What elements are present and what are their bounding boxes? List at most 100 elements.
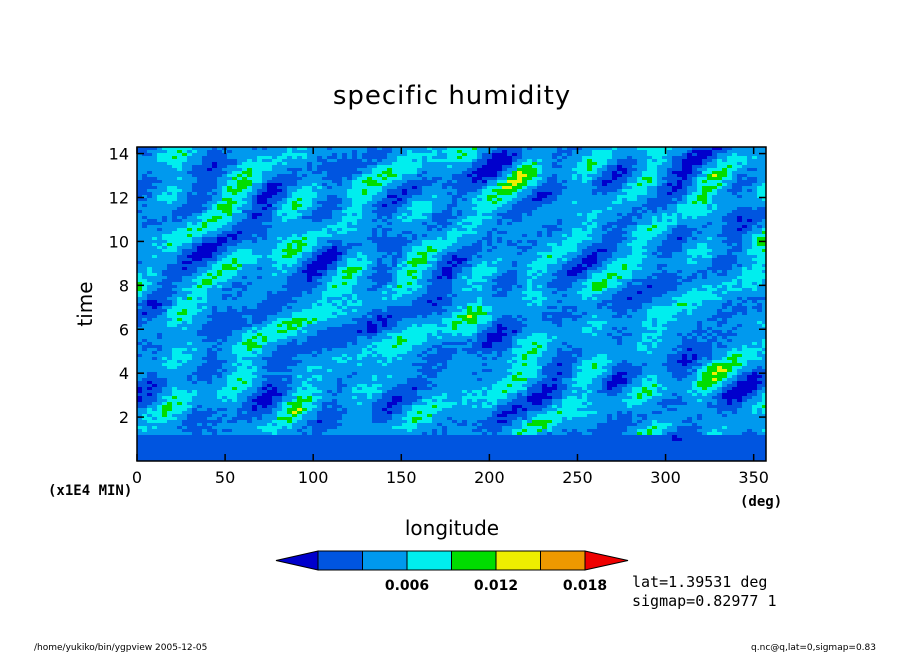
heatmap-cell (422, 213, 428, 217)
heatmap-cell (747, 204, 753, 208)
heatmap-cell (307, 177, 313, 181)
heatmap-cell (492, 168, 498, 172)
heatmap-cell (467, 153, 473, 157)
heatmap-cell (547, 183, 553, 187)
heatmap-cell (647, 201, 653, 205)
heatmap-cell (522, 147, 528, 151)
heatmap-cell (742, 213, 748, 217)
heatmap-cell (682, 168, 688, 172)
heatmap-cell (472, 210, 478, 214)
heatmap-cell (252, 201, 258, 205)
heatmap-cell (582, 195, 588, 199)
heatmap-cell (547, 180, 553, 184)
heatmap-cell (332, 159, 338, 163)
heatmap-cell (307, 165, 313, 169)
heatmap-cell (732, 168, 738, 172)
heatmap-cell (272, 195, 278, 199)
heatmap-cell (262, 162, 268, 166)
heatmap-cell (547, 159, 553, 163)
heatmap-cell (537, 171, 543, 175)
heatmap-cell (427, 198, 433, 202)
heatmap-cell (717, 198, 723, 202)
heatmap-cell (237, 186, 243, 190)
heatmap-cell (742, 156, 748, 160)
heatmap-cell (432, 159, 438, 163)
heatmap-cell (297, 207, 303, 211)
heatmap-cell (442, 213, 448, 217)
heatmap-cell (197, 213, 203, 217)
heatmap-cell (252, 216, 258, 220)
heatmap-cell (472, 198, 478, 202)
heatmap-cell (437, 189, 443, 193)
heatmap-cell (432, 153, 438, 157)
heatmap-cell (587, 177, 593, 181)
heatmap-cell (572, 180, 578, 184)
heatmap-cell (482, 171, 488, 175)
heatmap-cell (297, 147, 303, 151)
heatmap-cell (737, 165, 743, 169)
heatmap-cell (447, 147, 453, 151)
heatmap-cell (552, 162, 558, 166)
heatmap-cell (362, 150, 368, 154)
heatmap-cell (177, 156, 183, 160)
heatmap-cell (152, 174, 158, 178)
heatmap-cell (472, 162, 478, 166)
heatmap-cell (537, 162, 543, 166)
heatmap-cell (327, 207, 333, 211)
heatmap-cell (757, 147, 763, 151)
heatmap-cell (157, 159, 163, 163)
heatmap-cell (672, 153, 678, 157)
heatmap-cell (137, 180, 143, 184)
heatmap-cell (137, 207, 143, 211)
heatmap-cell (592, 180, 598, 184)
heatmap-cell (197, 195, 203, 199)
heatmap-cell (427, 147, 433, 151)
heatmap-cell (282, 210, 288, 214)
heatmap-cell (342, 192, 348, 196)
heatmap-cell (692, 174, 698, 178)
heatmap-cell (552, 186, 558, 190)
heatmap-cell (372, 210, 378, 214)
heatmap-cell (217, 192, 223, 196)
heatmap-cell (362, 213, 368, 217)
heatmap-cell (527, 165, 533, 169)
heatmap-cell (357, 201, 363, 205)
heatmap-cell (257, 162, 263, 166)
heatmap-cell (302, 165, 308, 169)
heatmap-cell (322, 159, 328, 163)
heatmap-cell (347, 171, 353, 175)
heatmap-cell (327, 213, 333, 217)
heatmap-cell (672, 201, 678, 205)
heatmap-cell (667, 147, 673, 151)
heatmap-cell (312, 162, 318, 166)
heatmap-cell (367, 174, 373, 178)
heatmap-cell (707, 195, 713, 199)
heatmap-cell (527, 192, 533, 196)
heatmap-cell (167, 195, 173, 199)
heatmap-cell (702, 180, 708, 184)
heatmap-cell (712, 192, 718, 196)
heatmap-cell (627, 153, 633, 157)
heatmap-cell (642, 147, 648, 151)
heatmap-cell (207, 150, 213, 154)
heatmap-cell (652, 168, 658, 172)
heatmap-cell (687, 150, 693, 154)
heatmap-cell (487, 189, 493, 193)
heatmap-cell (147, 171, 153, 175)
heatmap-cell (332, 198, 338, 202)
heatmap-cell (187, 150, 193, 154)
heatmap-cell (572, 159, 578, 163)
heatmap-cell (357, 198, 363, 202)
heatmap-cell (477, 156, 483, 160)
heatmap-cell (392, 186, 398, 190)
heatmap-cell (617, 177, 623, 181)
heatmap-cell (712, 147, 718, 151)
heatmap-cell (287, 165, 293, 169)
heatmap-cell (257, 201, 263, 205)
heatmap-cell (137, 165, 143, 169)
heatmap-cell (717, 153, 723, 157)
heatmap-cell (537, 174, 543, 178)
heatmap-cell (382, 195, 388, 199)
heatmap-cell (627, 180, 633, 184)
heatmap-cell (277, 153, 283, 157)
